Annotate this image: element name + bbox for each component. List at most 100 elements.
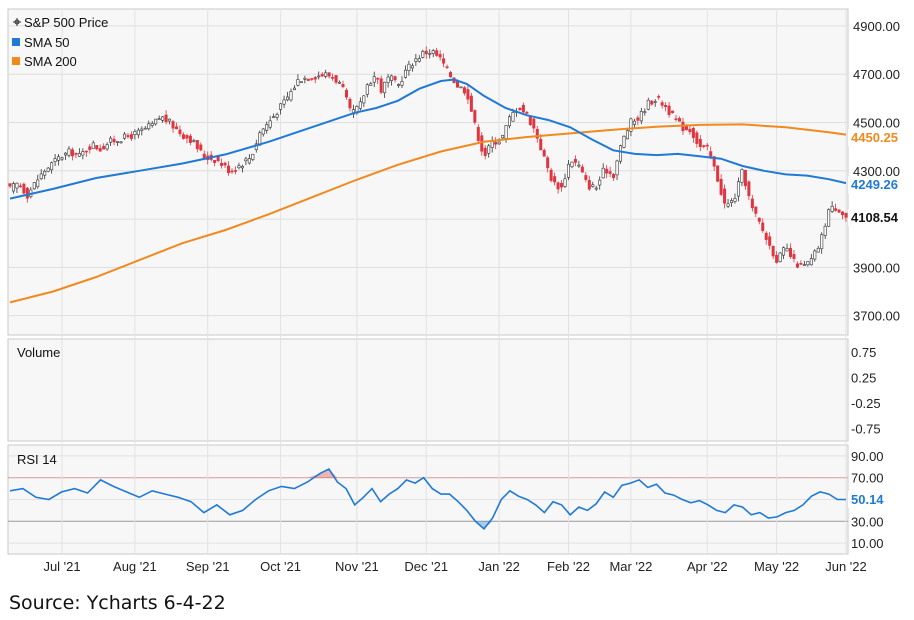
price-y-tick: 3900.00 — [853, 260, 900, 275]
candle-body — [331, 77, 335, 79]
sma-50-line — [9, 78, 847, 200]
candle-body — [442, 58, 446, 64]
candle-body — [292, 87, 296, 91]
candle-body — [265, 124, 269, 131]
candle-body — [615, 160, 619, 176]
price-panel — [7, 8, 849, 336]
x-tick-label: Jul '21 — [43, 559, 80, 574]
candle-body — [820, 234, 824, 250]
candle-body — [369, 83, 373, 86]
x-tick-label: Mar '22 — [609, 559, 652, 574]
legend-price-label: S&P 500 Price — [24, 15, 108, 30]
candle-body — [684, 125, 688, 131]
volume-y-axis: 0.75 0.25 -0.25 -0.75 — [851, 345, 881, 437]
candle-body — [407, 63, 411, 71]
legend-sma50-swatch — [12, 38, 20, 46]
candle-body — [487, 145, 491, 154]
candle-body — [95, 145, 99, 150]
candle-body — [327, 72, 331, 77]
candle-body — [428, 53, 432, 55]
price-y-tick: 4700.00 — [853, 67, 900, 82]
candle-body — [636, 117, 640, 121]
candle-body — [185, 135, 189, 139]
candle-body — [341, 84, 345, 88]
x-gridlines — [61, 9, 847, 554]
candle-body — [688, 128, 692, 133]
candle-body — [216, 156, 220, 162]
candle-body — [601, 167, 605, 179]
rsi-y-tick: 90.00 — [851, 449, 884, 464]
candle-body — [743, 169, 747, 187]
candle-body — [188, 135, 192, 143]
candle-body — [376, 77, 380, 80]
candle-body — [591, 184, 595, 187]
candle-body — [171, 121, 175, 129]
volume-y-tick: -0.25 — [851, 396, 881, 411]
candle-body — [365, 84, 369, 95]
candle-body — [775, 255, 779, 263]
candle-body — [338, 81, 342, 84]
candle-body — [542, 150, 546, 157]
legend-sma200-swatch — [12, 57, 20, 65]
candle-body — [823, 225, 827, 236]
candle-body — [837, 209, 841, 213]
candle-body — [154, 118, 158, 125]
candle-body — [546, 157, 550, 169]
candle-body — [518, 107, 522, 111]
x-tick-label: May '22 — [754, 559, 799, 574]
candle-body — [504, 125, 508, 139]
rsi-panel-label: RSI 14 — [17, 452, 57, 467]
candle-body — [476, 127, 480, 141]
x-axis: Jul '21 Aug '21 Sep '21 Oct '21 Nov '21 Dec '… — [43, 559, 866, 574]
candle-body — [192, 140, 196, 142]
candle-body — [358, 101, 362, 109]
candle-body — [230, 170, 234, 173]
candle-body — [844, 212, 848, 218]
candle-body — [813, 250, 817, 260]
candle-body — [39, 173, 43, 180]
candle-body — [244, 158, 248, 162]
candle-body — [563, 178, 567, 187]
candle-body — [64, 152, 68, 156]
candle-body — [556, 182, 560, 190]
crosshair-icon — [13, 18, 21, 26]
sma-200-line — [9, 123, 847, 304]
candle-body — [577, 164, 581, 167]
candle-body — [723, 188, 727, 204]
candle-body — [629, 118, 633, 132]
candle-body — [334, 75, 338, 83]
candle-body — [719, 178, 723, 195]
candle-body — [53, 158, 57, 162]
rsi-y-tick: 30.00 — [851, 514, 884, 529]
candle-body — [25, 187, 29, 199]
candle-body — [508, 116, 512, 127]
candle-body — [778, 252, 782, 262]
candle-body — [147, 123, 151, 130]
candle-body — [372, 76, 376, 83]
candle-body — [782, 247, 786, 256]
candle-body — [608, 171, 612, 174]
price-y-tick: 4500.00 — [853, 115, 900, 130]
candle-body — [494, 141, 498, 145]
candle-body — [84, 150, 88, 153]
candle-body — [88, 146, 92, 150]
candle-body — [761, 222, 765, 231]
candle-body — [220, 162, 224, 166]
candle-body — [303, 77, 307, 80]
legend-sma50-label: SMA 50 — [24, 35, 70, 50]
candle-body — [282, 99, 286, 105]
candle-body — [667, 105, 671, 115]
price-gridlines — [8, 25, 848, 317]
candle-body — [57, 156, 61, 161]
candle-body — [449, 72, 453, 78]
rsi-extreme-fill — [320, 468, 329, 478]
candle-body — [736, 181, 740, 197]
candle-body — [320, 73, 324, 77]
x-tick-label: Sep '21 — [186, 559, 230, 574]
candle-body — [788, 248, 792, 257]
candle-body — [60, 157, 64, 160]
candle-body — [792, 254, 796, 259]
candle-body — [46, 167, 50, 172]
candle-body — [310, 78, 314, 80]
